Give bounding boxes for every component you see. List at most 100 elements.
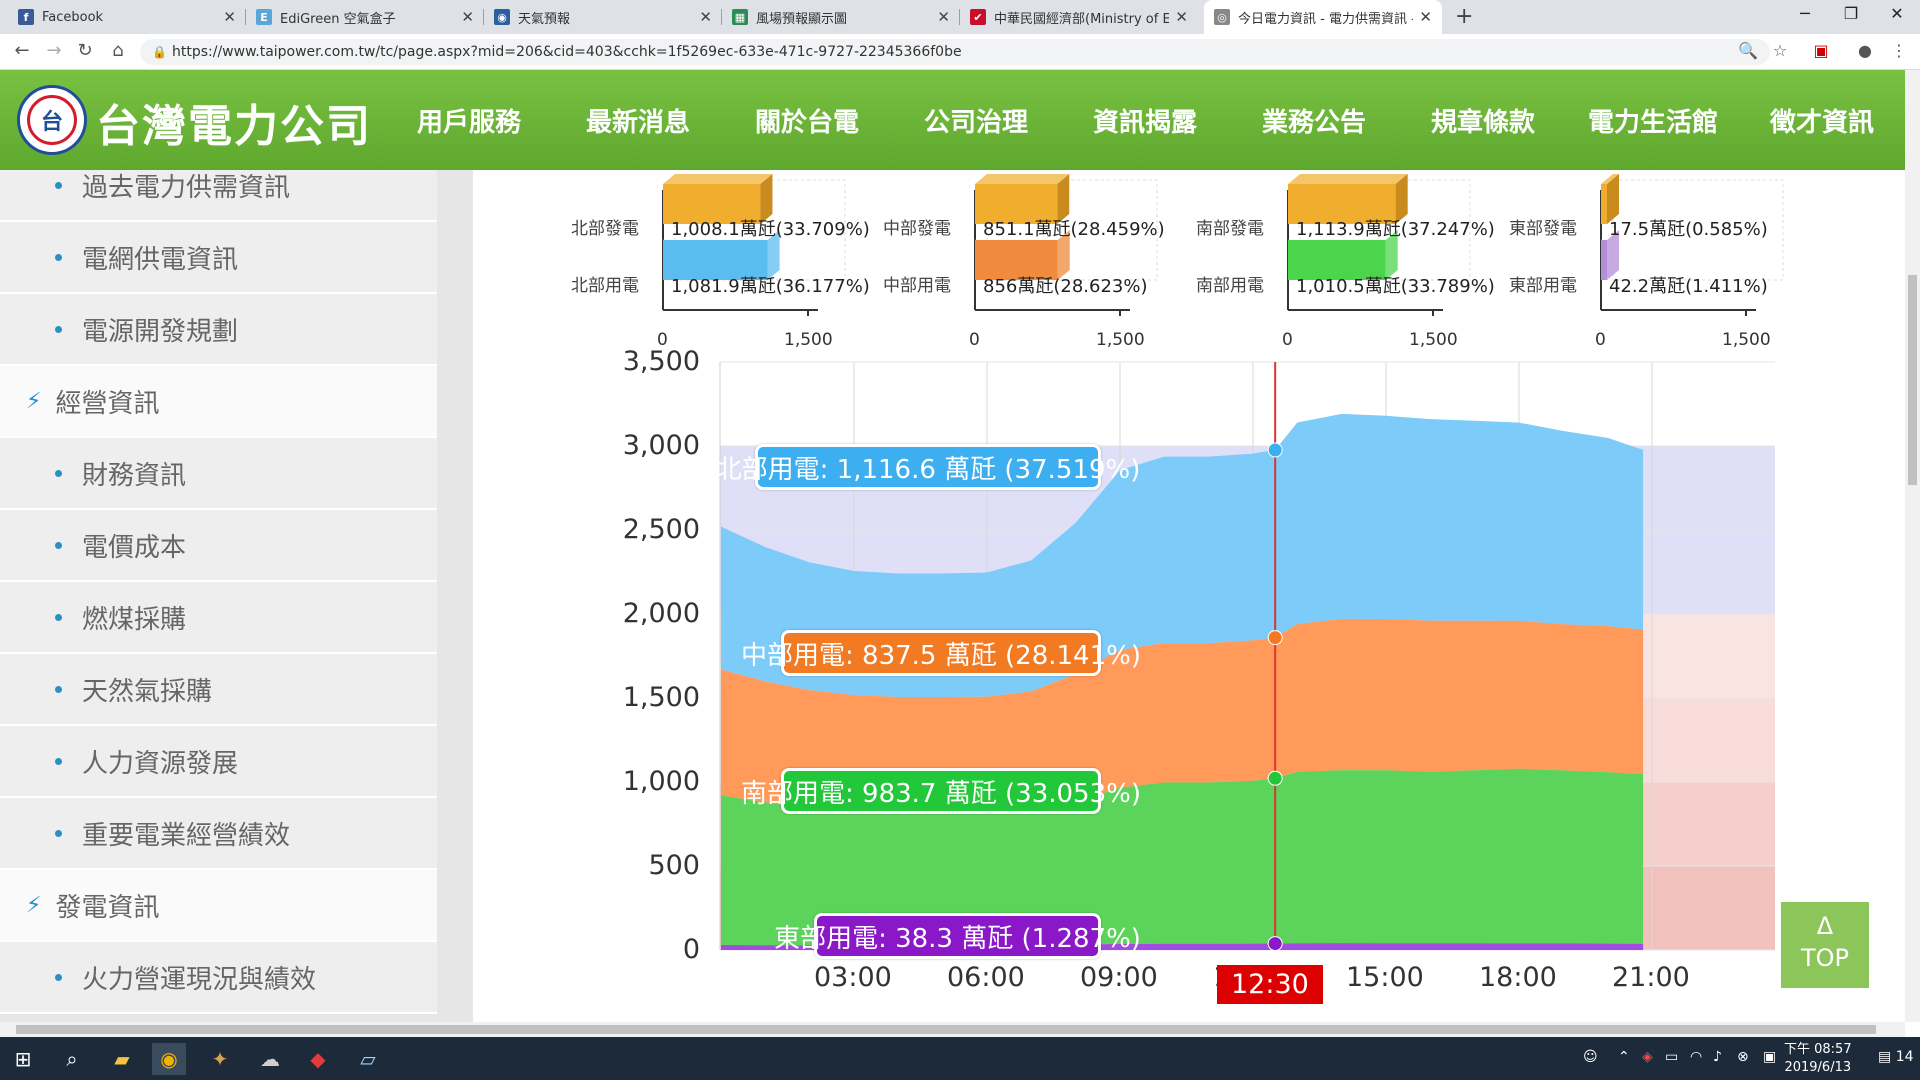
file-explorer-icon[interactable]: ▰ [114, 1047, 130, 1071]
close-window-button[interactable]: ✕ [1890, 4, 1904, 23]
chevron-up-icon[interactable]: ⌃ [1618, 1049, 1630, 1065]
windows-start-icon[interactable]: ⊞ [14, 1047, 32, 1071]
close-icon[interactable]: ✕ [223, 8, 236, 26]
ime-icon[interactable]: ▣ [1763, 1049, 1777, 1065]
area-中部用電 [721, 618, 1644, 813]
nav-about[interactable]: 關於台電 [755, 108, 860, 138]
tab-moea[interactable]: ✔ 中華民國經濟部(Ministry of Eco ✕ [960, 0, 1198, 34]
home-icon[interactable]: ⌂ [112, 40, 124, 61]
sidebar-item-past-supply[interactable]: 過去電力供需資訊 [0, 170, 437, 222]
scroll-thumb[interactable] [16, 1025, 1876, 1034]
back-to-top-button[interactable]: Δ TOP [1781, 902, 1869, 988]
nav-disclosure[interactable]: 資訊揭露 [1093, 108, 1198, 138]
url-input[interactable]: 🔒 https://www.taipower.com.tw/tc/page.as… [140, 39, 1770, 65]
tooltip-central: 中部用電: 837.5 萬瓩 (28.141%) [741, 630, 1141, 676]
nav-news[interactable]: 最新消息 [586, 108, 691, 138]
search-icon[interactable]: ⌕ [66, 1047, 78, 1071]
people-icon[interactable]: ☺ [1583, 1049, 1598, 1065]
sidebar-category-operations[interactable]: ⚡ 經營資訊 [0, 366, 437, 438]
region-chart-0 [662, 174, 846, 316]
use-bar-side [1607, 230, 1619, 280]
load-area-chart[interactable] [473, 322, 1905, 1022]
chrome-icon[interactable]: ◉ [152, 1043, 186, 1075]
nav-user-service[interactable]: 用戶服務 [417, 108, 522, 138]
app-red-icon[interactable]: ◆ [310, 1047, 326, 1071]
sidebar-item-grid-supply[interactable]: 電網供電資訊 [0, 222, 437, 294]
close-icon[interactable]: ✕ [461, 8, 474, 26]
close-icon[interactable]: ✕ [937, 8, 950, 26]
sidebar-item-price-cost[interactable]: 電價成本 [0, 510, 437, 582]
gen-value: 851.1萬瓩(28.459%) [983, 219, 1165, 240]
app-cloud-icon[interactable]: ☁ [260, 1047, 280, 1071]
sidebar-item-label: 財務資訊 [82, 460, 187, 491]
url-text: https://www.taipower.com.tw/tc/page.aspx… [172, 44, 962, 60]
nav-announcements[interactable]: 業務公告 [1262, 108, 1367, 138]
nav-life-hall[interactable]: 電力生活館 [1588, 108, 1719, 138]
sidebar-item-power-development[interactable]: 電源開發規劃 [0, 294, 437, 366]
reload-icon[interactable]: ↻ [77, 40, 93, 61]
vertical-scrollbar[interactable] [1905, 70, 1920, 1022]
sidebar-item-coal[interactable]: 燃煤採購 [0, 582, 437, 654]
bookmark-star-icon[interactable]: ☆ [1772, 41, 1788, 60]
logo-text[interactable]: 台灣電力公司 [96, 101, 372, 152]
bullet-icon [55, 613, 62, 621]
hover-marker [1267, 630, 1283, 646]
region-chart-1 [974, 174, 1158, 316]
antivirus-icon[interactable]: ◈ [1642, 1049, 1653, 1065]
sidebar-item-thermal[interactable]: 火力營運現況與績效 [0, 942, 437, 1014]
gen-bar-top [975, 174, 1070, 184]
tab-title: 中華民國經濟部(Ministry of Eco [994, 11, 1170, 27]
sidebar-item-label: 人力資源發展 [82, 748, 239, 779]
zoom-icon[interactable]: 🔍 [1738, 41, 1758, 60]
battery-icon[interactable]: ▭ [1665, 1049, 1679, 1065]
tab-facebook[interactable]: f Facebook ✕ [8, 0, 246, 34]
main-content: 北部發電 北部用電 1,008.1萬瓩(33.709%) 1,081.9萬瓩(36.1… [473, 170, 1905, 1022]
taipower-logo[interactable]: 台 [17, 85, 87, 155]
wifi-icon[interactable]: ◠ [1690, 1049, 1703, 1065]
sidebar-item-label: 經營資訊 [55, 388, 160, 419]
tooltip-south: 南部用電: 983.7 萬瓩 (33.053%) [741, 768, 1141, 814]
tab-edigreen[interactable]: E EdiGreen 空氣盒子 ✕ [246, 0, 484, 34]
profile-icon[interactable]: ● [1858, 41, 1872, 60]
app-tablet-icon[interactable]: ▱ [360, 1047, 376, 1071]
sidebar-item-performance[interactable]: 重要電業經營績效 [0, 798, 437, 870]
restore-button[interactable]: ❐ [1843, 4, 1859, 23]
gen-label: 中部發電 [883, 219, 951, 239]
tab-strip: f Facebook ✕ E EdiGreen 空氣盒子 ✕ ◉ 天氣預報 ✕ … [0, 0, 1920, 34]
nav-regulations[interactable]: 規章條款 [1431, 108, 1536, 138]
tab-title: 風場預報顯示圖 [756, 11, 848, 27]
sidebar-category-generation[interactable]: ⚡ 發電資訊 [0, 870, 437, 942]
bar-grid [1612, 179, 1784, 281]
minimize-button[interactable]: ─ [1800, 4, 1810, 23]
sidebar-item-finance[interactable]: 財務資訊 [0, 438, 437, 510]
nav-governance[interactable]: 公司治理 [924, 108, 1029, 138]
horizontal-scrollbar[interactable] [0, 1022, 1905, 1037]
logo-mark: 台 [27, 95, 77, 145]
close-icon[interactable]: ✕ [699, 8, 712, 26]
close-icon[interactable]: ✕ [1419, 8, 1432, 26]
tab-wind-map[interactable]: ▦ 風場預報顯示圖 ✕ [722, 0, 960, 34]
forward-icon[interactable]: → [46, 40, 62, 61]
clock[interactable]: 下午 08:57 2019/6/13 [1784, 1041, 1852, 1077]
tab-taipower[interactable]: ◎ 今日電力資訊 - 電力供需資訊 - 台 ✕ [1204, 0, 1442, 34]
app-rabbit-icon[interactable]: ✦ [211, 1047, 229, 1071]
tab-weather[interactable]: ◉ 天氣預報 ✕ [484, 0, 722, 34]
volume-icon[interactable]: ♪ [1713, 1049, 1722, 1065]
bullet-icon [55, 685, 62, 693]
scroll-thumb[interactable] [1908, 275, 1917, 485]
sidebar-item-hr[interactable]: 人力資源發展 [0, 726, 437, 798]
bar-axis-max: 1,500 [784, 330, 833, 350]
back-icon[interactable]: ← [14, 40, 30, 61]
new-tab-button[interactable]: + [1455, 4, 1474, 29]
nav-careers[interactable]: 徵才資訊 [1770, 108, 1875, 138]
tab-title: 今日電力資訊 - 電力供需資訊 - 台 [1238, 11, 1413, 27]
sidebar-item-gas[interactable]: 天然氣採購 [0, 654, 437, 726]
close-icon[interactable]: ✕ [1175, 8, 1188, 26]
y-tick-label: 3,500 [622, 346, 700, 377]
x-tick-label: 18:00 [1479, 962, 1557, 993]
notification-icon[interactable]: ▤ 14 [1878, 1049, 1914, 1065]
menu-icon[interactable]: ⋮ [1891, 41, 1907, 60]
eye-icon: ◉ [494, 9, 510, 25]
extension-icon[interactable]: ▣ [1813, 41, 1829, 60]
power-icon[interactable]: ⊗ [1737, 1049, 1749, 1065]
